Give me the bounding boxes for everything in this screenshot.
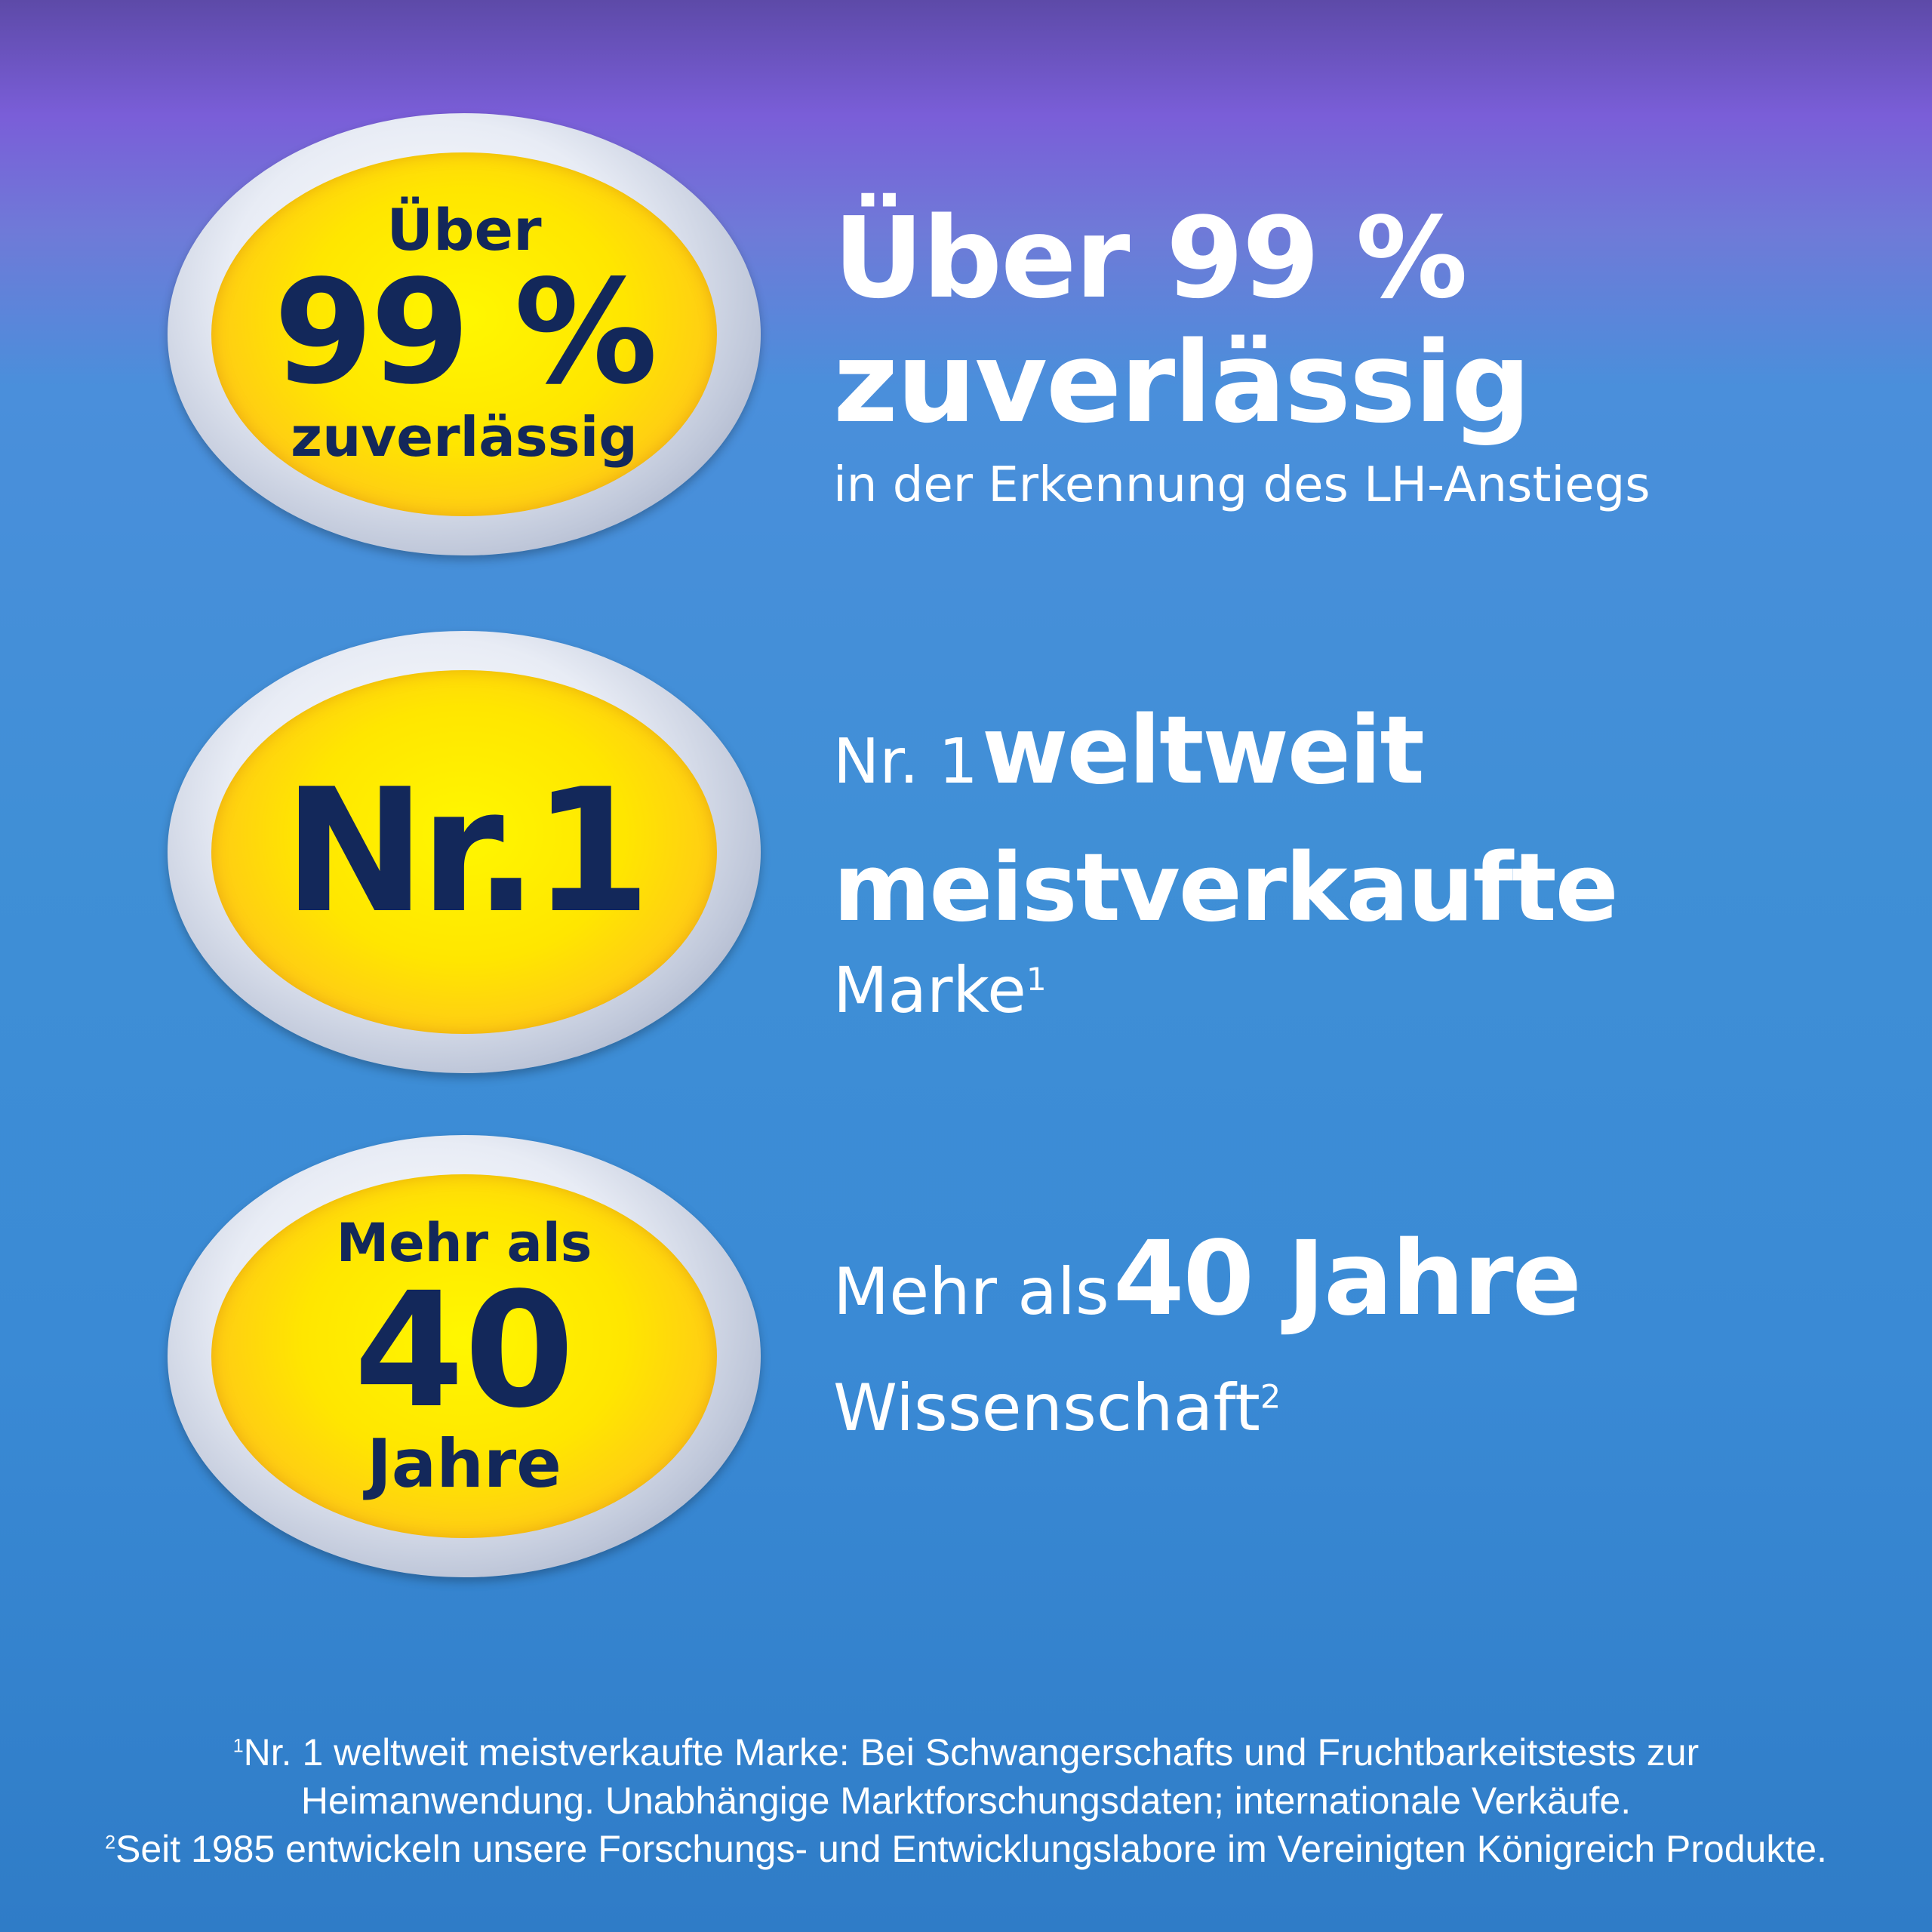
- reliability-badge: Über 99 % zuverlässig: [168, 113, 761, 555]
- reliability-badge-face: Über 99 % zuverlässig: [211, 152, 717, 516]
- claim-emphasis: 40 Jahre: [1112, 1220, 1582, 1339]
- badge-big-text: Nr.1: [283, 752, 651, 951]
- badge-top-text: Mehr als: [336, 1212, 592, 1274]
- badge-top-text: Über: [386, 196, 542, 263]
- badge-big-text: 99 %: [273, 249, 658, 416]
- claim-subtext: Wissenschaft2: [833, 1371, 1281, 1446]
- claim-subtext: Marke1: [833, 953, 1047, 1027]
- footnote-1-cont: Heimanwendung. Unabhängige Marktforschun…: [300, 1780, 1632, 1822]
- bestseller-claim: Nr. 1 weltweit meistverkaufte Marke1: [833, 702, 1905, 1032]
- number-one-badge-face: Nr.1: [211, 670, 717, 1034]
- footnote-2: 2Seit 1985 entwickeln unsere Forschungs-…: [105, 1828, 1827, 1870]
- claim-prefix: Nr. 1: [833, 726, 978, 798]
- claim-headline-2: meistverkaufte: [833, 834, 1619, 943]
- badge-big-text: 40: [353, 1258, 575, 1443]
- number-one-badge: Nr.1: [168, 631, 761, 1073]
- science-claim: Mehr als 40 Jahre Wissenschaft2: [833, 1223, 1905, 1450]
- claim-headline: Über 99 %: [833, 193, 1468, 323]
- footnote-1: 1Nr. 1 weltweit meistverkaufte Marke: Be…: [232, 1731, 1700, 1774]
- claim-headline-2: zuverlässig: [833, 318, 1531, 448]
- claim-subtext: in der Erkennung des LH-Anstiegs: [833, 457, 1651, 513]
- years-badge: Mehr als 40 Jahre: [168, 1135, 761, 1577]
- claim-emphasis: weltweit: [981, 697, 1425, 805]
- footnote-ref: 2: [1260, 1378, 1281, 1417]
- footnote-ref: 1: [1026, 961, 1047, 998]
- badge-bottom-text: zuverlässig: [291, 405, 638, 469]
- claim-prefix: Mehr als: [833, 1254, 1109, 1330]
- reliability-claim: Über 99 % zuverlässig in der Erkennung d…: [833, 198, 1905, 519]
- years-badge-face: Mehr als 40 Jahre: [211, 1174, 717, 1538]
- footnotes: 1Nr. 1 weltweit meistverkaufte Marke: Be…: [30, 1728, 1902, 1873]
- badge-bottom-text: Jahre: [367, 1425, 561, 1503]
